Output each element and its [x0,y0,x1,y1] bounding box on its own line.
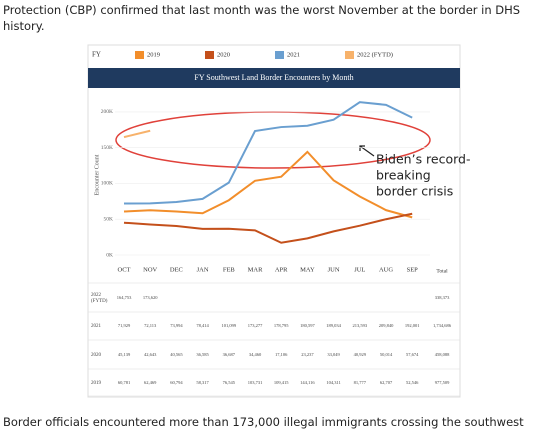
table-total: 458,088 [435,352,450,358]
table-cell: 36,585 [196,352,209,358]
legend-swatch [345,51,354,59]
legend-text: 2022 (FYTD) [357,51,393,58]
table-total: 338,373 [435,295,450,301]
table-cell: 178,795 [274,323,289,329]
x-tick-label: JUN [328,266,340,273]
series-line [123,150,413,219]
table-cell: 101,099 [221,323,236,329]
total-header: Total [436,268,448,274]
row-label: 2021 [91,324,102,329]
table-cell: 144,116 [300,380,315,386]
table-cell: 173,620 [143,295,158,301]
table-cell: 180,597 [300,323,315,329]
table-cell: 104,311 [326,380,340,386]
table-cell: 76,545 [223,380,236,386]
table-cell: 62,707 [380,380,393,386]
y-tick-label: 200K [101,109,113,115]
table-cell: 57,674 [406,352,419,358]
annotation: border crisis [376,184,453,199]
table-cell: 33,049 [327,352,340,358]
y-axis-label: Encounter Count [94,154,100,195]
x-tick-label: FEB [223,266,236,273]
table-cell: 34,460 [249,352,262,358]
chart-title: FY Southwest Land Border Encounters by M… [194,73,353,82]
table-cell: 78,414 [196,323,209,329]
table-cell: 36,687 [223,352,236,358]
legend-text: 2019 [147,51,160,58]
table-cell: 62,469 [144,380,157,386]
arrow-head [359,145,365,151]
table-cell: 50,014 [380,352,393,358]
table-cell: 164,753 [117,295,132,301]
legend-text: 2021 [287,51,300,58]
table-cell: 72,113 [144,323,157,329]
legend-label: FY [92,51,101,59]
table-cell: 71,929 [118,323,131,329]
row-label: (FYTD) [91,299,108,304]
row-label: 2019 [91,381,102,386]
x-tick-label: MAY [300,266,315,273]
y-tick-label: 150K [101,145,113,151]
x-tick-label: AUG [379,266,393,273]
x-tick-label: MAR [248,266,263,273]
x-tick-label: APR [275,266,288,273]
x-tick-label: JUL [354,266,365,273]
x-tick-label: NOV [143,266,157,273]
title-bar [88,68,460,88]
table-cell: 213,593 [352,323,367,329]
legend-swatch [275,51,284,59]
table-cell: 42,643 [144,352,157,358]
row-label: 2022 [91,293,102,298]
chart-frame [87,44,461,398]
text-line: history. [3,19,45,33]
legend-text: 2020 [217,51,230,58]
table-cell: 103,731 [248,380,263,386]
series-line [123,129,151,139]
table-cell: 60,781 [118,380,130,386]
table-cell: 189,034 [326,323,341,329]
y-tick-label: 100K [101,181,113,187]
table-total: 1,734,686 [433,323,452,329]
table-cell: 17,106 [275,352,288,358]
table-cell: 173,277 [248,323,263,329]
table-cell: 109,415 [274,380,289,386]
y-tick-label: 50K [104,216,114,222]
table-cell: 58,317 [196,380,209,386]
y-tick-label: 0K [106,252,113,258]
paragraph-bottom: Border officials encountered more than 1… [3,415,524,429]
annotation: breaking [376,168,431,183]
table-cell: 209,840 [379,323,394,329]
annotation: Biden’s record- [376,152,471,167]
series-line [123,212,413,244]
table-cell: 81,777 [354,380,367,386]
table-cell: 45,139 [118,352,131,358]
x-tick-label: DEC [170,266,183,273]
table-cell: 23,237 [301,352,314,358]
table-cell: 192,001 [405,323,420,329]
table-total: 977,509 [435,380,450,386]
table-cell: 73,994 [170,323,183,329]
legend-swatch [205,51,214,59]
table-cell: 60,794 [170,380,183,386]
row-label: 2020 [91,353,102,358]
legend-swatch [135,51,144,59]
table-cell: 52,546 [406,380,419,386]
x-tick-label: JAN [197,266,209,273]
series-line [123,101,413,205]
x-tick-label: SEP [407,266,419,273]
table-cell: 40,929 [354,352,367,358]
text-line: Protection (CBP) confirmed that last mon… [3,3,521,17]
table-cell: 40,565 [170,352,183,358]
x-tick-label: OCT [118,266,131,273]
paragraph-top: Protection (CBP) confirmed that last mon… [3,2,520,34]
